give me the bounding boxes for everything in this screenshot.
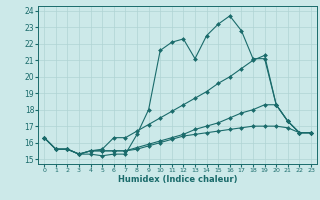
X-axis label: Humidex (Indice chaleur): Humidex (Indice chaleur) <box>118 175 237 184</box>
